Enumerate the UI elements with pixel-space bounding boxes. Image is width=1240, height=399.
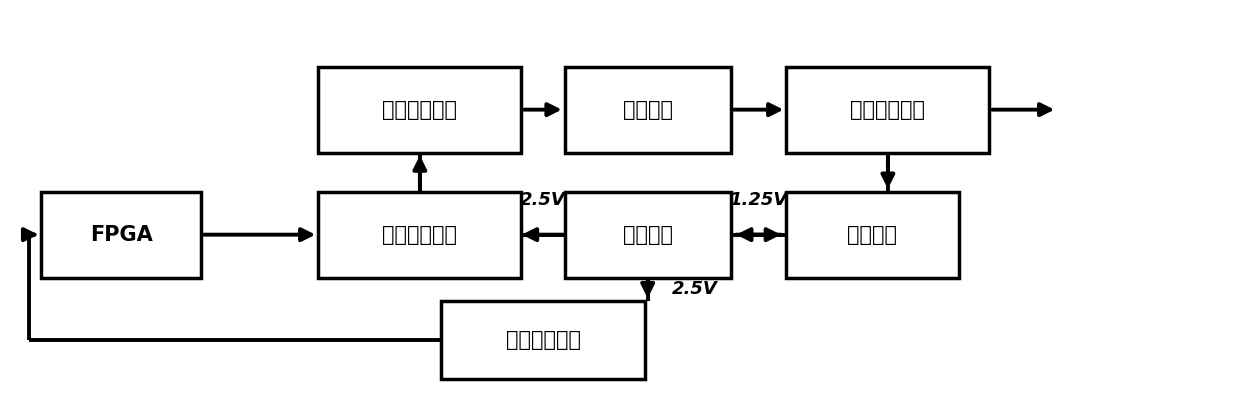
Text: 电流检测: 电流检测 — [847, 225, 898, 245]
Text: 初级放大电路: 初级放大电路 — [382, 100, 458, 120]
Text: 模数转换电路: 模数转换电路 — [506, 330, 580, 350]
Bar — [319, 67, 522, 153]
Bar — [441, 301, 645, 379]
Text: 2.5V: 2.5V — [520, 191, 565, 209]
Text: 1.25V: 1.25V — [729, 191, 787, 209]
Text: 数模转换电路: 数模转换电路 — [382, 225, 458, 245]
Bar — [319, 192, 522, 278]
Text: FPGA: FPGA — [89, 225, 153, 245]
Text: 滤波电路: 滤波电路 — [622, 100, 673, 120]
Bar — [786, 67, 990, 153]
Bar — [41, 192, 201, 278]
Text: 电源基准: 电源基准 — [622, 225, 673, 245]
Bar — [564, 67, 730, 153]
Text: 2.5V: 2.5V — [672, 280, 718, 298]
Bar — [564, 192, 730, 278]
Bar — [786, 192, 959, 278]
Text: 次级放大电路: 次级放大电路 — [851, 100, 925, 120]
